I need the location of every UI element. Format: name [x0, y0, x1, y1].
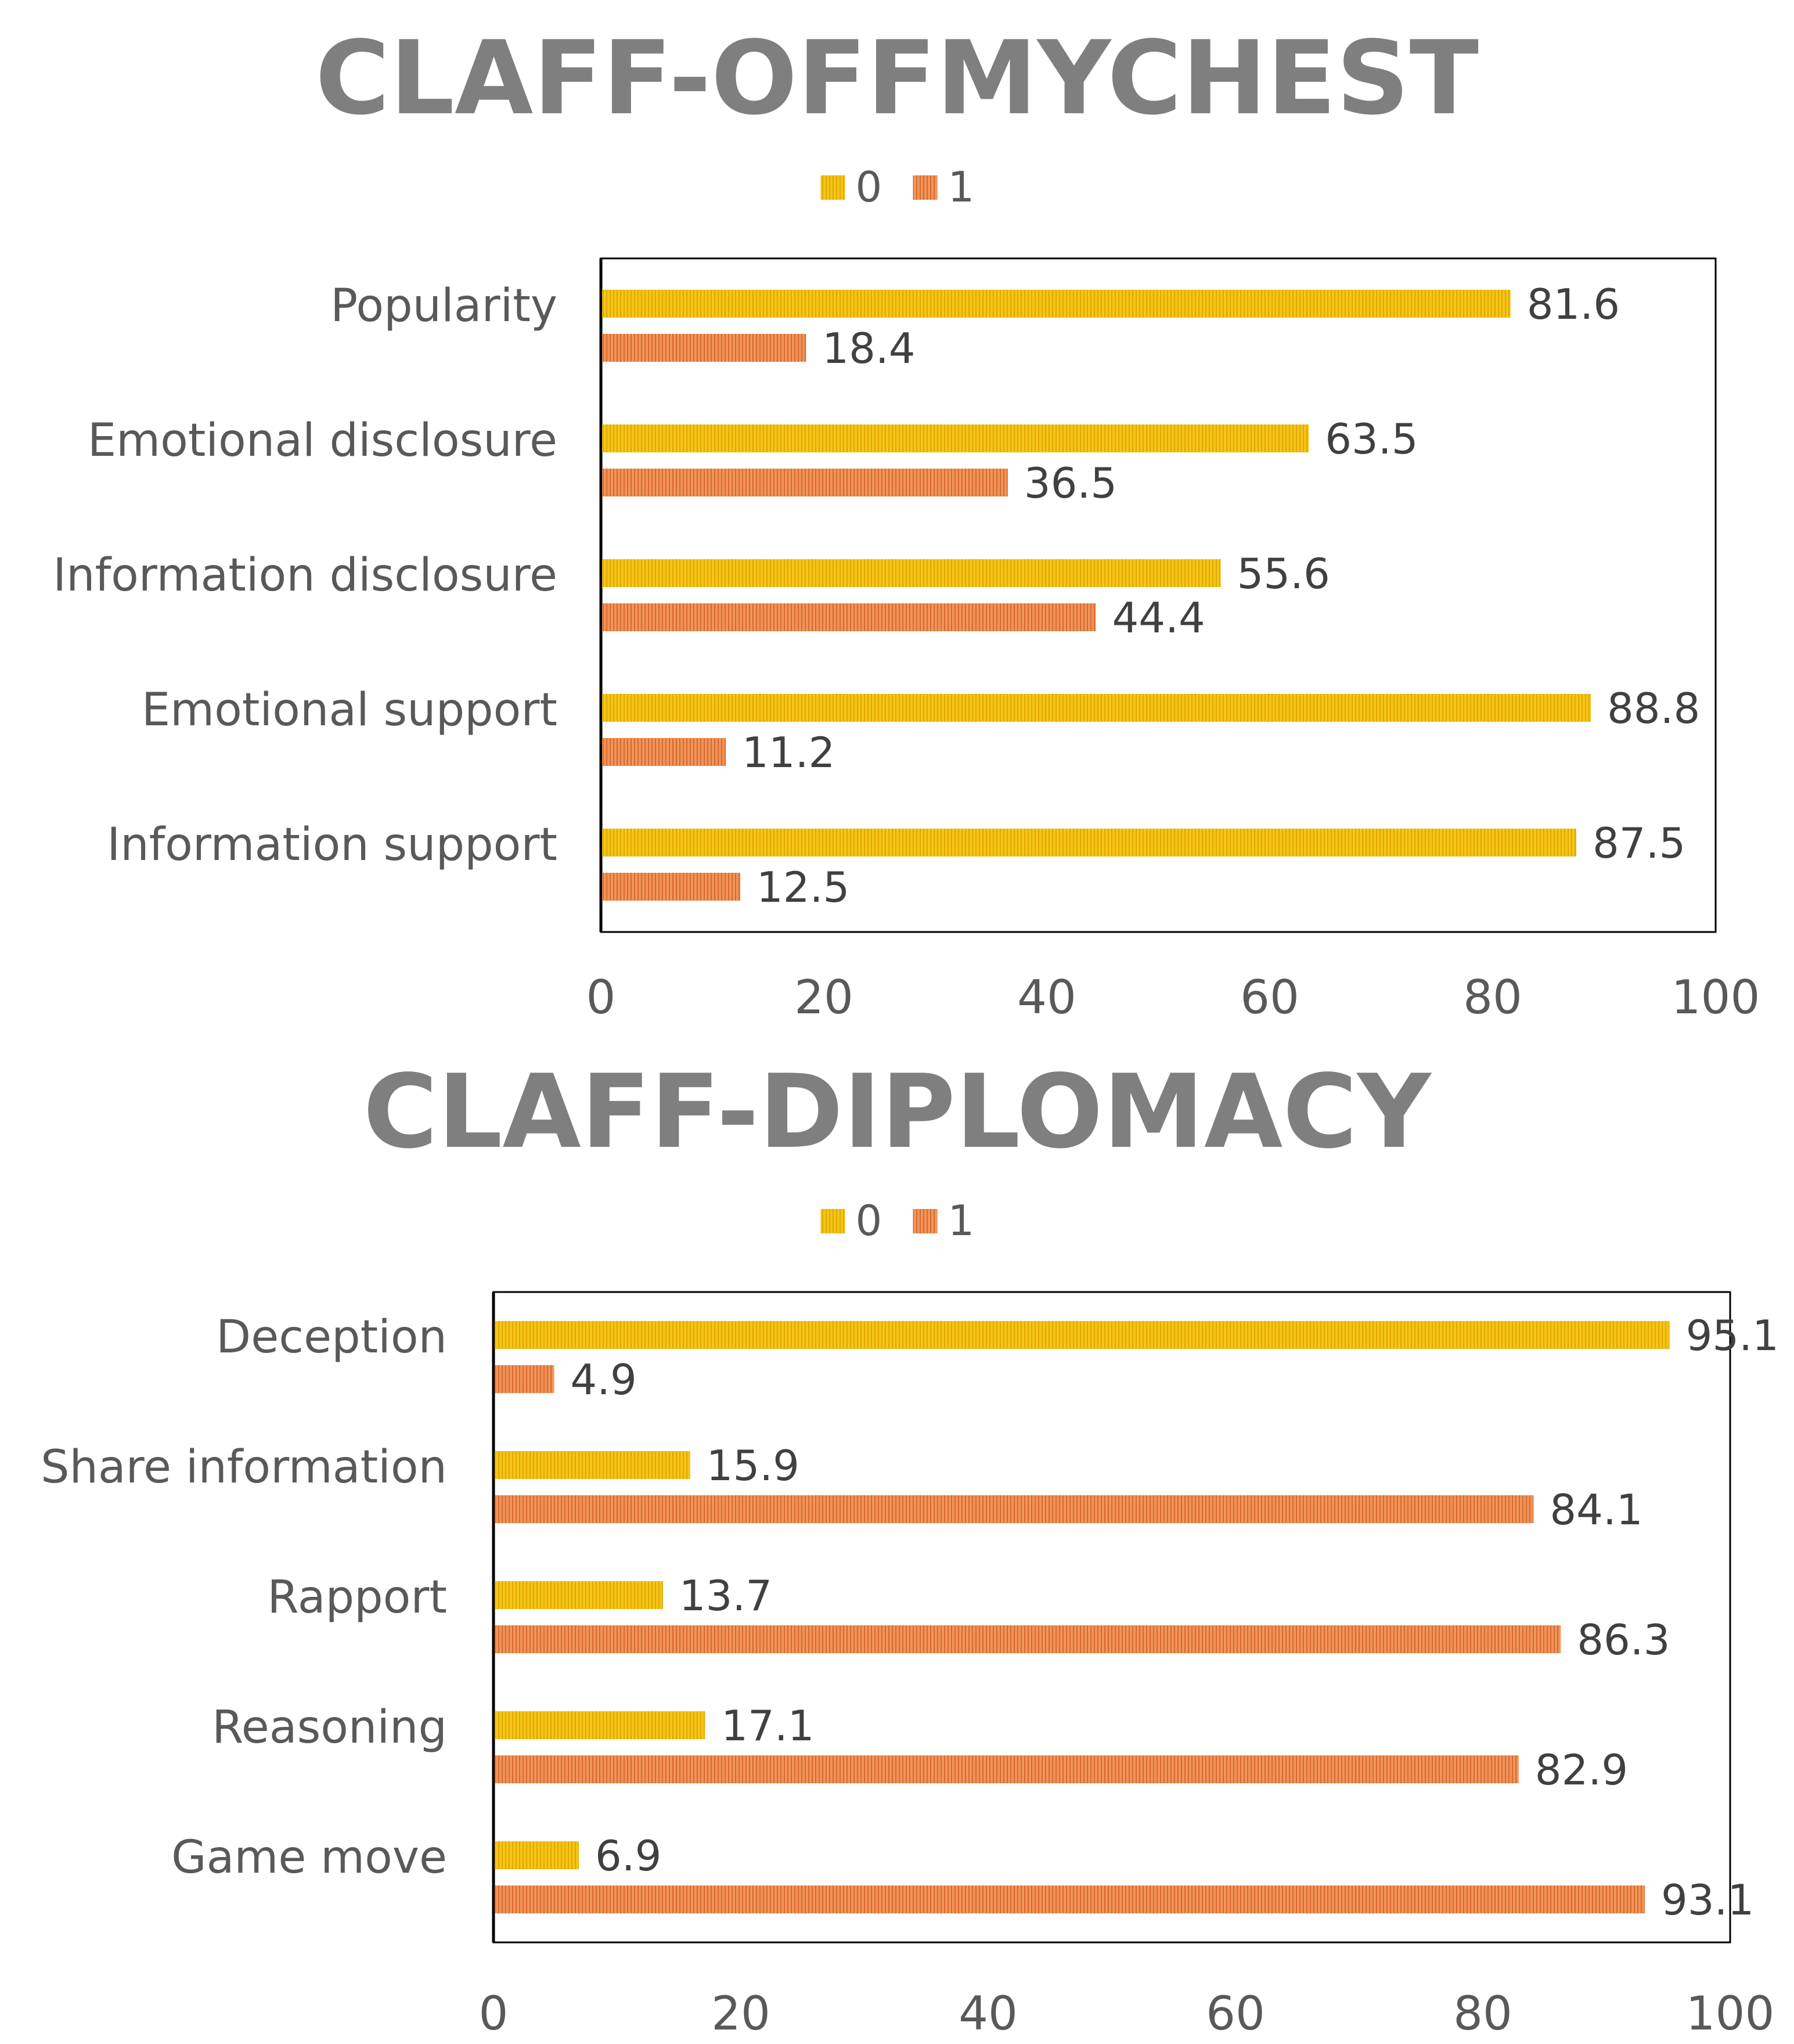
category-label: Emotional support	[142, 684, 557, 736]
value-label: 93.1	[1661, 1876, 1754, 1924]
x-tick-label: 80	[1453, 1987, 1512, 2041]
value-label: 13.7	[679, 1571, 772, 1620]
value-label: 84.1	[1550, 1485, 1642, 1534]
bar-0-0	[495, 1321, 1670, 1349]
bar-1-2	[602, 603, 1096, 631]
x-tick-label: 60	[1206, 1987, 1265, 2041]
chart-title: CLAFF-OFFMYCHEST	[315, 20, 1479, 138]
value-label: 17.1	[721, 1701, 814, 1750]
bar-0-2	[495, 1581, 663, 1609]
x-tick-label: 0	[479, 1987, 509, 2041]
legend-label-0: 0	[856, 163, 882, 211]
bar-0-3	[495, 1711, 705, 1739]
legend-swatch-0	[820, 1209, 845, 1233]
value-label: 95.1	[1686, 1311, 1779, 1360]
x-tick-label: 100	[1686, 1987, 1775, 2041]
category-label: Information disclosure	[53, 549, 557, 602]
category-label: Popularity	[330, 280, 557, 332]
bar-1-1	[495, 1495, 1534, 1523]
value-label: 36.5	[1024, 459, 1117, 508]
value-label: 86.3	[1577, 1615, 1670, 1664]
value-label: 44.4	[1112, 593, 1205, 642]
bar-1-3	[602, 738, 726, 766]
category-label: Rapport	[267, 1571, 447, 1624]
bar-0-1	[602, 424, 1309, 452]
value-label: 4.9	[570, 1355, 637, 1404]
legend-swatch-1	[913, 175, 938, 200]
legend-label-0: 0	[856, 1196, 882, 1245]
legend-label-1: 1	[948, 1196, 975, 1245]
value-label: 82.9	[1535, 1746, 1628, 1794]
value-label: 63.5	[1325, 415, 1418, 463]
bar-0-0	[602, 290, 1511, 318]
legend-swatch-0	[820, 175, 845, 200]
category-label: Deception	[216, 1311, 447, 1363]
category-label: Game move	[171, 1831, 447, 1884]
value-label: 6.9	[595, 1831, 662, 1880]
bar-1-4	[602, 873, 740, 901]
value-label: 15.9	[707, 1441, 799, 1490]
x-tick-label: 60	[1240, 970, 1299, 1024]
bar-0-4	[602, 829, 1576, 857]
value-label: 81.6	[1527, 280, 1620, 329]
x-tick-label: 20	[711, 1987, 770, 2041]
x-tick-label: 80	[1463, 970, 1522, 1024]
bar-1-4	[495, 1885, 1645, 1913]
bar-0-4	[495, 1841, 579, 1869]
bar-1-2	[495, 1625, 1561, 1653]
value-label: 18.4	[822, 324, 915, 373]
value-label: 12.5	[756, 863, 849, 912]
bar-0-3	[602, 694, 1591, 722]
value-label: 87.5	[1593, 819, 1685, 868]
value-label: 88.8	[1607, 684, 1700, 733]
chart-panel-1: CLAFF-DIPLOMACY 0 1 Deception 95.1 4.9 Share i…	[41, 1053, 1779, 2041]
x-tick-label: 100	[1671, 970, 1760, 1024]
category-label: Reasoning	[212, 1701, 447, 1754]
x-tick-label: 0	[586, 970, 616, 1024]
bar-1-0	[602, 334, 806, 362]
category-label: Emotional disclosure	[88, 415, 557, 467]
x-tick-label: 40	[1017, 970, 1076, 1024]
bar-1-0	[495, 1365, 554, 1393]
category-label: Share information	[41, 1441, 447, 1494]
bar-0-1	[495, 1451, 690, 1479]
bar-1-3	[495, 1755, 1519, 1783]
chart-panel-0: CLAFF-OFFMYCHEST 0 1 Popularity 81.6 18.4 Emot…	[53, 20, 1760, 1024]
value-label: 55.6	[1237, 549, 1330, 598]
category-label: Information support	[107, 819, 557, 871]
legend-label-1: 1	[948, 163, 975, 211]
bar-0-2	[602, 559, 1221, 587]
x-tick-label: 20	[794, 970, 853, 1024]
bar-1-1	[602, 469, 1008, 496]
x-tick-label: 40	[959, 1987, 1018, 2041]
value-label: 11.2	[742, 728, 835, 777]
chart-title: CLAFF-DIPLOMACY	[363, 1053, 1432, 1171]
legend-swatch-1	[913, 1209, 938, 1233]
